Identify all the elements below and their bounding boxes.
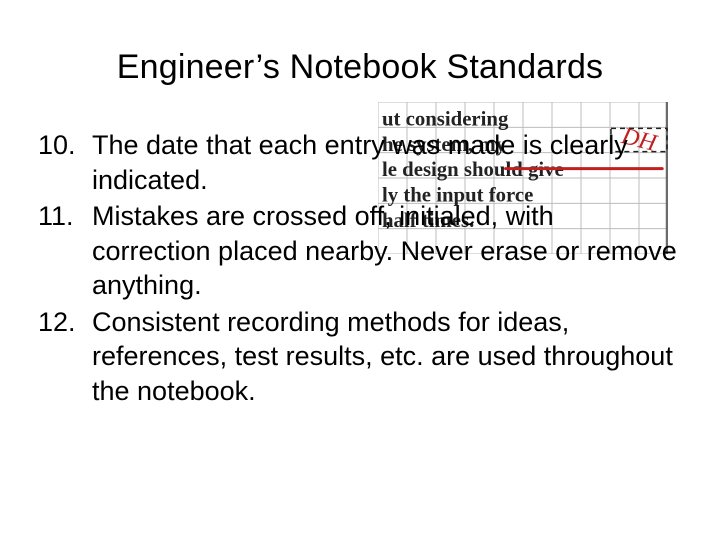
slide-title: Engineer’s Notebook Standards	[0, 48, 720, 87]
item-number: 11.	[38, 199, 92, 234]
item-number: 12.	[38, 305, 92, 340]
item-text: The date that each entry was made is cle…	[92, 128, 678, 197]
item-text: Mistakes are crossed off, initialed, wit…	[92, 199, 678, 303]
item-text: Consistent recording methods for ideas, …	[92, 305, 678, 409]
list-item: 12. Consistent recording methods for ide…	[38, 305, 678, 409]
item-number: 10.	[38, 128, 92, 163]
list-item: 11. Mistakes are crossed off, initialed,…	[38, 199, 678, 303]
list-item: 10. The date that each entry was made is…	[38, 128, 678, 197]
slide: Engineer’s Notebook Standards ut conside…	[0, 0, 720, 540]
body-list: 10. The date that each entry was made is…	[38, 128, 678, 410]
